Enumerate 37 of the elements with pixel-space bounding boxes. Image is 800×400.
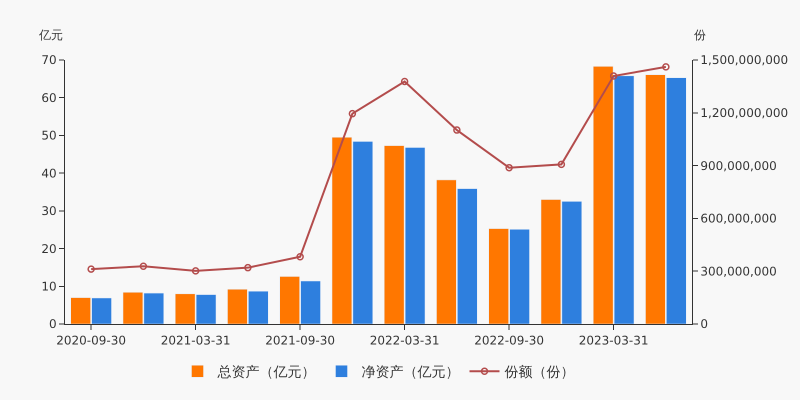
y2-axis-title: 份: [694, 28, 706, 42]
point: [453, 126, 461, 134]
legend-label: 总资产（亿元）: [216, 364, 316, 381]
y-tick-label: 10: [41, 279, 57, 294]
point: [296, 253, 304, 261]
x-tick-label: 2021-03-31: [160, 333, 231, 348]
y2-tick-label: 300,000,000: [700, 264, 777, 278]
point: [192, 267, 200, 275]
legend-label: 份额（份）: [504, 364, 574, 381]
point: [610, 72, 618, 80]
x-tick-label: 2022-09-30: [474, 333, 544, 348]
point: [505, 164, 513, 172]
y2-tick-label: 0: [700, 317, 708, 332]
y2-tick-label: 1,200,000,000: [700, 106, 788, 120]
y2-tick-label: 600,000,000: [700, 212, 777, 226]
x-tick-label: 2023-03-31: [578, 333, 649, 348]
point: [87, 265, 95, 273]
y-tick-label: 40: [41, 166, 57, 180]
point: [348, 110, 356, 118]
y-tick-label: 60: [41, 90, 57, 105]
y2-tick-label: 900,000,000: [700, 158, 777, 173]
point: [400, 78, 408, 86]
legend-label: 净资产（亿元）: [362, 364, 460, 381]
x-tick-label: 2020-09-30: [56, 333, 126, 348]
point: [140, 262, 148, 270]
y-tick-label: 20: [41, 242, 57, 256]
point: [558, 160, 566, 168]
point: [244, 264, 252, 272]
point: [662, 63, 670, 71]
x-tick-label: 2021-09-30: [265, 333, 336, 348]
y2-tick-label: 1,500,000,000: [700, 53, 788, 68]
y-tick-label: 30: [41, 204, 57, 218]
y-tick-label: 0: [48, 317, 57, 332]
y-axis-title: 亿元: [38, 28, 63, 42]
y-tick-label: 70: [41, 53, 57, 68]
x-tick-label: 2022-03-31: [370, 333, 440, 348]
y-tick-label: 50: [41, 128, 57, 143]
